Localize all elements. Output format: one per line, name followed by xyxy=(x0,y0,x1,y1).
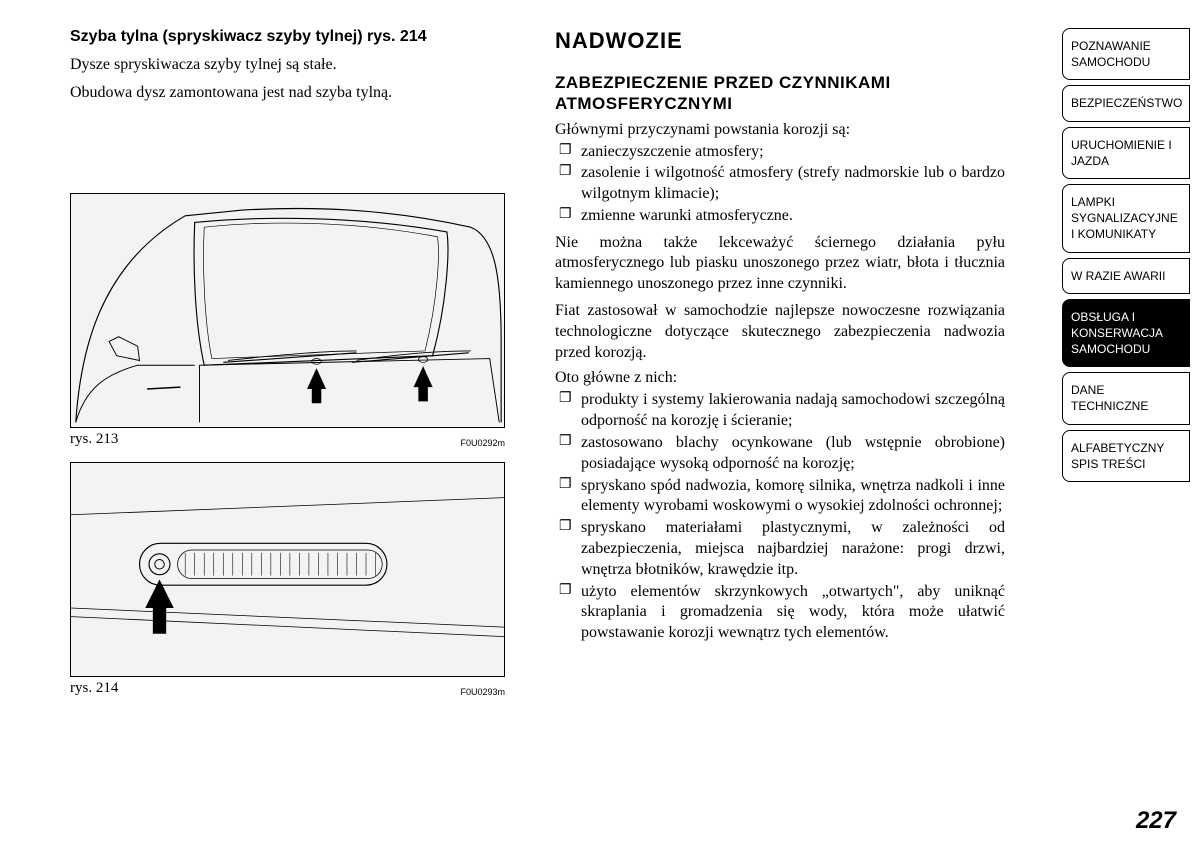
list-item: zastosowano blachy ocynkowane (lub wstęp… xyxy=(555,433,1005,475)
figure-caption: rys. 214 F0U0293m xyxy=(70,680,505,697)
car-windshield-illustration xyxy=(71,194,504,427)
tab-dane[interactable]: DANE TECHNICZNE xyxy=(1062,372,1190,424)
figure-213 xyxy=(70,193,505,428)
manual-page: Szyba tylna (spryskiwacz szyby tylnej) r… xyxy=(0,0,1200,845)
list-item: zasolenie i wilgotność atmosfery (strefy… xyxy=(555,163,1005,205)
paragraph: Obudowa dysz zamontowana jest nad szyba … xyxy=(70,82,505,104)
list-item: spryskano spód nadwozia, komorę silnika,… xyxy=(555,476,1005,518)
rear-window-heading: Szyba tylna (spryskiwacz szyby tylnej) r… xyxy=(70,28,505,46)
figure-label: rys. 214 xyxy=(70,680,118,697)
rear-nozzle-illustration xyxy=(71,463,504,676)
tab-obsluga[interactable]: OBSŁUGA I KONSERWACJA SAMOCHODU xyxy=(1062,299,1190,368)
tab-poznawanie[interactable]: POZNAWANIE SAMOCHODU xyxy=(1062,28,1190,80)
tab-lampki[interactable]: LAMPKI SYGNALIZACYJNE I KOMUNIKATY xyxy=(1062,184,1190,253)
list-item: zmienne warunki atmosferyczne. xyxy=(555,206,1005,227)
figure-214 xyxy=(70,462,505,677)
list-item: użyto elementów skrzynkowych „otwartych"… xyxy=(555,582,1005,644)
tab-bezpieczenstwo[interactable]: BEZPIECZEŃSTWO xyxy=(1062,85,1190,121)
list-item: produkty i systemy lakierowania nadają s… xyxy=(555,390,1005,432)
causes-list: zanieczyszczenie atmosfery; zasolenie i … xyxy=(555,142,1005,227)
measures-list: produkty i systemy lakierowania nadają s… xyxy=(555,390,1005,644)
figure-code: F0U0292m xyxy=(460,438,505,448)
page-number: 227 xyxy=(1136,807,1176,835)
figure-caption: rys. 213 F0U0292m xyxy=(70,431,505,448)
figure-label: rys. 213 xyxy=(70,431,118,448)
subsection-title: ZABEZPIECZENIE PRZED CZYNNIKAMI ATMOSFER… xyxy=(555,72,1005,115)
chapter-tabs: POZNAWANIE SAMOCHODU BEZPIECZEŃSTWO URUC… xyxy=(1062,28,1190,487)
figure-code: F0U0293m xyxy=(460,687,505,697)
section-title: NADWOZIE xyxy=(555,28,1005,54)
tab-spis[interactable]: ALFABETYCZNY SPIS TREŚCI xyxy=(1062,430,1190,482)
paragraph: Dysze spryskiwacza szyby tylnej są stałe… xyxy=(70,54,505,76)
paragraph: Fiat zastosował w samochodzie najlepsze … xyxy=(555,301,1005,363)
right-column: NADWOZIE ZABEZPIECZENIE PRZED CZYNNIKAMI… xyxy=(525,28,1005,845)
paragraph: Nie można także lekceważyć ściernego dzi… xyxy=(555,233,1005,295)
intro-text: Głównymi przyczynami powstania korozji s… xyxy=(555,121,1005,139)
list-item: spryskano materiałami plastycznymi, w za… xyxy=(555,518,1005,580)
list-item: zanieczyszczenie atmosfery; xyxy=(555,142,1005,163)
tab-uruchomienie[interactable]: URUCHOMIENIE I JAZDA xyxy=(1062,127,1190,179)
tab-awaria[interactable]: W RAZIE AWARII xyxy=(1062,258,1190,294)
intro-text: Oto główne z nich: xyxy=(555,369,1005,387)
left-column: Szyba tylna (spryskiwacz szyby tylnej) r… xyxy=(70,28,525,845)
